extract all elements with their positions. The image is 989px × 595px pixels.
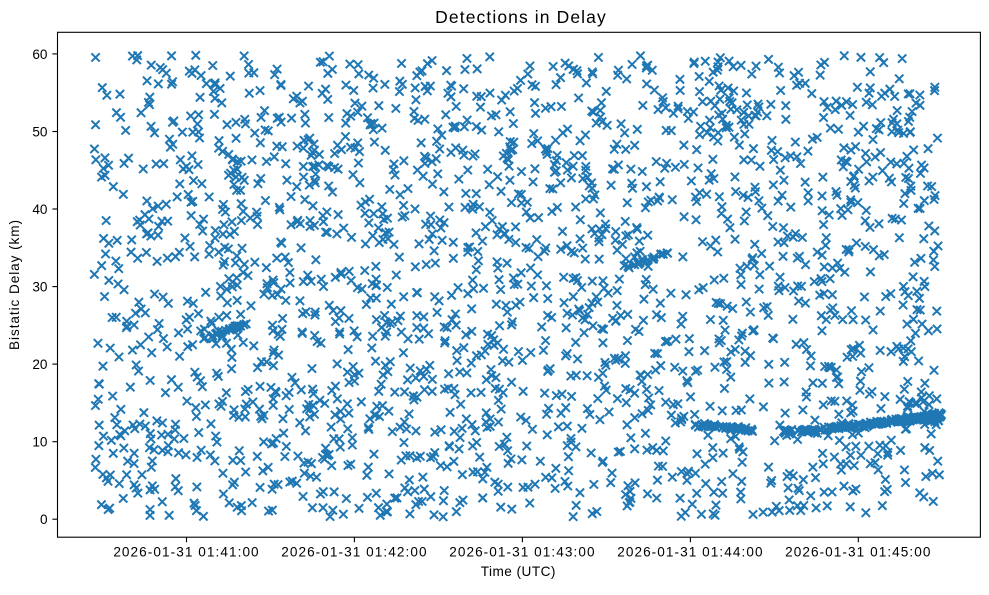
svg-text:Detections in Delay: Detections in Delay [435,7,607,27]
svg-text:2026-01-31 01:45:00: 2026-01-31 01:45:00 [785,545,931,560]
svg-text:2026-01-31 01:41:00: 2026-01-31 01:41:00 [113,545,259,560]
svg-text:2026-01-31 01:44:00: 2026-01-31 01:44:00 [617,545,763,560]
svg-text:50: 50 [32,124,48,139]
svg-text:Bistatic Delay (km): Bistatic Delay (km) [7,219,22,350]
svg-text:20: 20 [32,357,48,372]
svg-text:2026-01-31 01:42:00: 2026-01-31 01:42:00 [281,545,427,560]
svg-text:10: 10 [32,435,48,450]
svg-text:40: 40 [32,202,48,217]
svg-text:30: 30 [32,280,48,295]
svg-text:2026-01-31 01:43:00: 2026-01-31 01:43:00 [449,545,595,560]
svg-text:60: 60 [32,47,48,62]
svg-text:Time (UTC): Time (UTC) [481,564,556,579]
svg-text:0: 0 [40,512,48,527]
